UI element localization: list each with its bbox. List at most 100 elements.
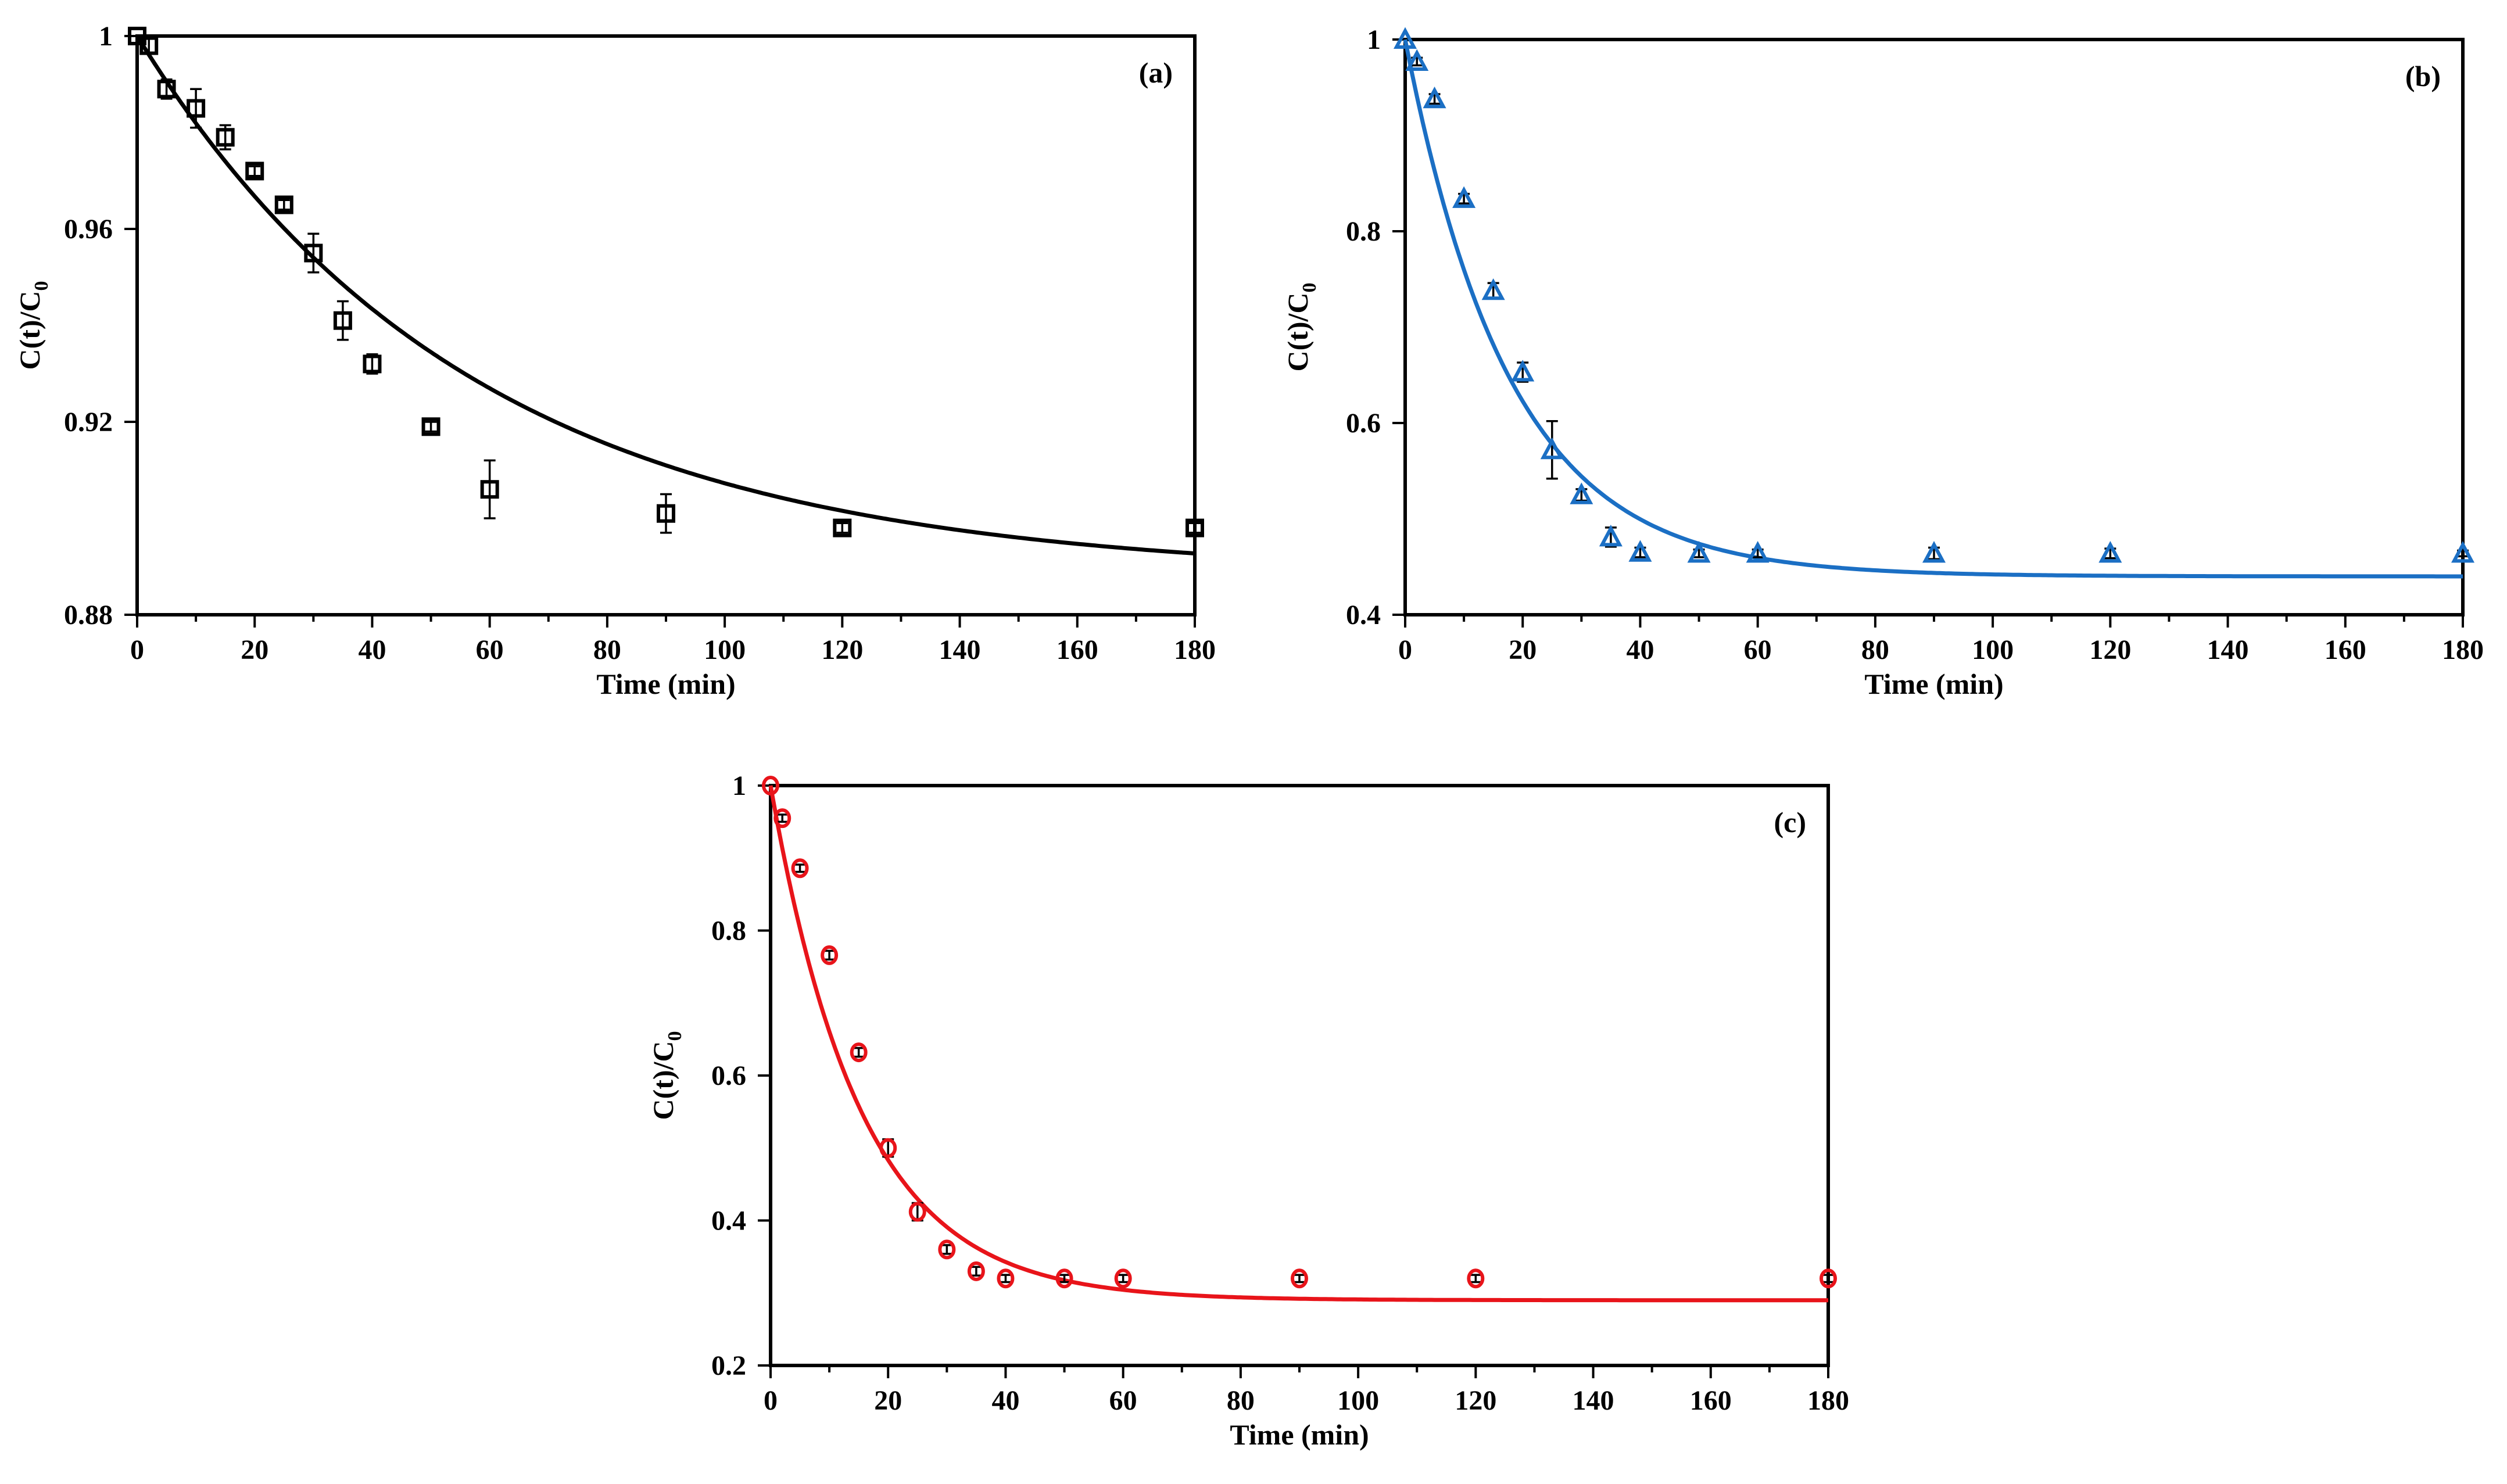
- x-tick-label: 100: [1972, 635, 2014, 665]
- error-bar: [190, 88, 202, 129]
- y-tick-label: 0.4: [1346, 600, 1381, 630]
- error-bar: [1058, 1274, 1070, 1284]
- data-point: [363, 354, 382, 374]
- y-axis-title-subscript: 0: [31, 281, 52, 291]
- error-bar: [336, 300, 349, 341]
- x-tick-label: 40: [991, 1385, 1019, 1416]
- y-axis-title-subscript: 0: [664, 1031, 686, 1041]
- x-tick-label: 140: [939, 635, 981, 665]
- error-bar: [1294, 1274, 1305, 1284]
- data-point: [1291, 1268, 1308, 1289]
- data-point: [216, 128, 235, 147]
- x-tick-label: 160: [1056, 635, 1098, 665]
- chart-panel-c: 0 20 40 60 80 100 120 140 160 180 0.2 0.4 0.6 0.8 1 Tim…: [647, 770, 1849, 1451]
- x-tick-label: 160: [2325, 635, 2366, 665]
- error-bar: [970, 1266, 982, 1277]
- fit-curve: [768, 785, 1828, 1303]
- x-axis-title: Time (min): [1864, 668, 2003, 700]
- data-point: [1687, 541, 1711, 563]
- y-tick-label: 0.6: [1346, 408, 1381, 439]
- fit-curve: [135, 35, 1195, 555]
- data-point: [139, 36, 159, 55]
- data-point: [1423, 86, 1446, 109]
- data-point: [157, 80, 176, 99]
- data-point: [967, 1261, 985, 1281]
- data-point: [1481, 278, 1505, 300]
- x-tick-label: 120: [1455, 1385, 1496, 1416]
- y-tick-label: 0.6: [711, 1060, 746, 1091]
- x-tick-label: 160: [1690, 1385, 1732, 1416]
- error-bar: [307, 232, 320, 274]
- data-point: [128, 27, 146, 45]
- data-point: [1746, 541, 1770, 563]
- error-bar: [425, 421, 437, 433]
- data-point: [421, 417, 440, 436]
- y-tick-label: 0.8: [1346, 216, 1381, 247]
- y-axis-title-subscript: 0: [1299, 282, 1320, 292]
- x-tick-label: 100: [704, 635, 746, 665]
- x-tick-label: 120: [821, 635, 863, 665]
- data-point: [1114, 1268, 1132, 1289]
- x-tick-label: 20: [874, 1385, 902, 1416]
- data-point: [1055, 1268, 1073, 1289]
- data-point: [2451, 541, 2475, 563]
- x-tick-label: 80: [1227, 1385, 1255, 1416]
- data-point: [773, 808, 792, 829]
- data-point: [1452, 186, 1476, 208]
- data-point: [333, 311, 352, 330]
- y-tick-label: 1: [732, 770, 746, 801]
- y-axis-title-main: C(t)/C: [647, 1041, 679, 1120]
- error-bar: [853, 1046, 865, 1058]
- y-tick-label: 0.96: [64, 214, 113, 245]
- data-point: [245, 162, 264, 181]
- panel-label: (b): [2405, 60, 2441, 92]
- data-point: [997, 1268, 1015, 1289]
- x-tick-label: 80: [1861, 635, 1889, 665]
- error-bar: [1117, 1274, 1129, 1284]
- chart-panel-b: 0 20 40 60 80 100 120 140 160 180 0.4 0.6 0.8 1 Time (…: [1281, 24, 2484, 700]
- chart-panel-a: 0 20 40 60 80 100 120 140 160 180 0.88 0.92 0.96 1 Tim…: [13, 21, 1216, 700]
- y-tick-label: 1: [99, 21, 113, 52]
- x-tick-label: 20: [1509, 635, 1537, 665]
- data-point: [938, 1239, 956, 1260]
- y-axis-title: C(t)/C0: [647, 1031, 686, 1120]
- data-point: [1922, 541, 1946, 563]
- y-axis-title: C(t)/C0: [13, 281, 52, 370]
- data-point: [480, 480, 499, 499]
- error-bar: [1189, 522, 1201, 534]
- data-point: [850, 1042, 868, 1063]
- data-point: [1570, 482, 1593, 504]
- data-point: [274, 195, 293, 214]
- error-bar: [1546, 420, 1558, 480]
- x-tick-label: 40: [358, 635, 386, 665]
- y-tick-label: 0.2: [711, 1350, 746, 1381]
- data-point: [2098, 541, 2122, 563]
- data-point: [1186, 518, 1204, 537]
- y-axis-title: C(t)/C0: [1281, 282, 1320, 371]
- x-tick-label: 60: [1744, 635, 1772, 665]
- error-bar: [776, 813, 789, 823]
- data-point: [187, 99, 206, 118]
- x-tick-label: 180: [2442, 635, 2484, 665]
- y-axis-title-main: C(t)/C: [1281, 292, 1314, 371]
- error-bar: [836, 522, 848, 534]
- y-tick-label: 1: [1367, 24, 1381, 55]
- data-point: [833, 518, 852, 537]
- y-tick-label: 0.92: [64, 407, 113, 438]
- x-tick-label: 180: [1807, 1385, 1849, 1416]
- data-point: [791, 858, 809, 879]
- data-point: [879, 1138, 897, 1158]
- data-point: [1540, 437, 1564, 460]
- x-tick-label: 40: [1626, 635, 1654, 665]
- x-tick-label: 120: [2089, 635, 2131, 665]
- x-tick-label: 80: [593, 635, 621, 665]
- data-point: [1820, 1268, 1837, 1289]
- data-point: [1628, 540, 1652, 562]
- data-point: [304, 243, 323, 263]
- error-bar: [1822, 1274, 1834, 1284]
- y-tick-label: 0.4: [711, 1206, 746, 1236]
- x-tick-label: 140: [2207, 635, 2249, 665]
- data-point: [657, 504, 675, 523]
- data-point: [1599, 524, 1623, 547]
